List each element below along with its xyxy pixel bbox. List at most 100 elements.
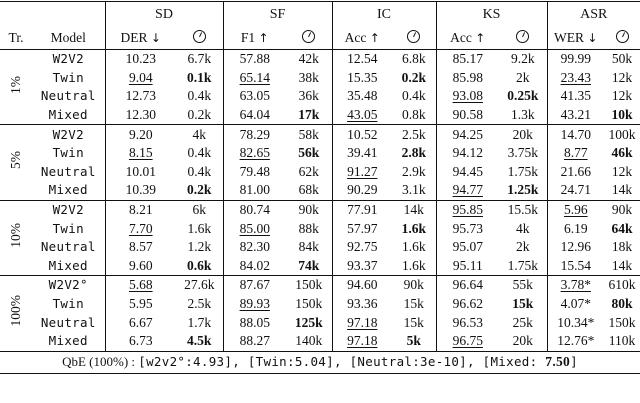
clock-icon xyxy=(302,30,316,43)
cell-text: 1.6k xyxy=(401,239,426,255)
time-value: 90k xyxy=(604,199,640,220)
cell-text: 0.1k xyxy=(187,69,212,85)
cell-text: 93.08 xyxy=(452,88,483,104)
cell-text: 1.6k xyxy=(401,257,426,273)
time-value: 150k xyxy=(604,313,640,332)
cell-text: 1.7k xyxy=(187,314,212,330)
metric-value: 15.35 xyxy=(331,68,393,88)
cell-text: 2.5k xyxy=(187,296,212,312)
cell-text: 2.5k xyxy=(401,126,426,142)
cell-text: 65.14 xyxy=(239,69,270,85)
group-header-sd: SD xyxy=(104,1,223,27)
time-value: 150k xyxy=(286,295,332,314)
table-row: Mixed 10.39 0.2k 81.00 68k 90.29 3.1k 94.77 1.25… xyxy=(0,181,640,201)
cell-text: 4k xyxy=(192,126,207,142)
results-table: SD SF IC KS ASR Tr. Model DER ↓ F1 ↑ Acc ↑… xyxy=(0,1,640,374)
time-value: 2.5k xyxy=(176,295,223,314)
time-header xyxy=(392,27,436,50)
time-value: 3.75k xyxy=(499,144,547,163)
time-value: 62k xyxy=(286,163,332,182)
cell-text: 24.71 xyxy=(560,182,591,198)
cell-text: 6.7k xyxy=(187,51,212,67)
time-value: 1.7k xyxy=(176,313,223,332)
qbe-item-best: 7.50 xyxy=(545,354,571,369)
cell-text: 78.29 xyxy=(239,126,270,142)
metric-value: 95.73 xyxy=(435,219,500,238)
cell-text: 6.67 xyxy=(128,314,153,330)
time-value: 20k xyxy=(499,124,548,144)
metric-value: 81.00 xyxy=(222,181,286,201)
clock-icon xyxy=(615,30,629,43)
metric-value: 7.70 xyxy=(104,219,176,238)
cell-text: 90k xyxy=(298,202,319,218)
metric-value: 94.45 xyxy=(435,162,500,182)
cell-text: 15.5k xyxy=(507,202,538,218)
cell-text: 10k xyxy=(611,107,633,123)
cell-text: 20k xyxy=(512,333,533,349)
model-name: Neutral xyxy=(40,314,96,330)
time-value: 17k xyxy=(286,106,332,125)
cell-text: 0.4k xyxy=(187,145,212,161)
group-header-sf: SF xyxy=(222,1,333,27)
metric-value: 89.93 xyxy=(222,294,286,314)
cell-text: 1.75k xyxy=(507,257,538,273)
cell-text: 7.70 xyxy=(128,220,153,236)
metric-value: 4.07* xyxy=(546,294,605,314)
cell-text: 8.21 xyxy=(128,202,153,218)
model-name: Twin xyxy=(52,296,84,312)
cell-text: 10.52 xyxy=(347,126,378,142)
cell-text: 42k xyxy=(298,51,319,67)
cell-text: 10.39 xyxy=(125,182,156,198)
group-header-ic: IC xyxy=(331,1,437,27)
cell-text: 97.18 xyxy=(347,333,378,349)
table-row: Neutral 12.73 0.4k 63.05 36k 35.48 0.4k 93.08 0.… xyxy=(0,87,640,106)
metric-value: 8.21 xyxy=(104,199,176,220)
cell-text: 90k xyxy=(611,202,633,218)
cell-text: 6.73 xyxy=(128,333,153,349)
metric-value: 57.88 xyxy=(222,48,286,69)
metric-value: 10.23 xyxy=(104,48,176,69)
cell-text: 95.85 xyxy=(452,202,483,218)
model-name: Neutral xyxy=(40,88,96,104)
model-name: Mixed xyxy=(48,107,88,123)
cell-text: 20k xyxy=(512,126,533,142)
cell-text: 14k xyxy=(403,202,424,218)
metric-value: 39.41 xyxy=(331,143,393,163)
metric-value: 82.30 xyxy=(222,237,286,257)
metric-label: DER xyxy=(120,30,148,45)
metric-value: 24.71 xyxy=(546,181,605,201)
time-value: 15k xyxy=(392,313,436,332)
time-header xyxy=(176,27,223,50)
cell-text: 38k xyxy=(298,69,319,85)
time-value: 0.4k xyxy=(176,87,223,106)
cell-text: 88.05 xyxy=(239,314,270,330)
qbe-item: [w2v2°:4.93] xyxy=(138,354,232,369)
time-value: 80k xyxy=(604,295,640,314)
metric-value: 91.27 xyxy=(331,162,393,182)
metric-value: 94.77 xyxy=(435,181,500,201)
metric-value: 12.30 xyxy=(104,105,176,125)
cell-text: 5.96 xyxy=(563,202,588,218)
metric-value: 10.01 xyxy=(104,162,176,182)
cell-text: 21.66 xyxy=(560,163,591,179)
metric-value: 5.95 xyxy=(104,294,176,314)
group-header-ks: KS xyxy=(435,1,548,27)
cell-text: 96.75 xyxy=(452,333,483,349)
training-fraction: 100% xyxy=(0,275,32,351)
cell-text: 6.8k xyxy=(401,51,426,67)
table-row: 10% W2V2 8.21 6k 80.74 90k 77.91 14k 95.85 15.5k 5… xyxy=(0,199,640,276)
cell-text: 0.4k xyxy=(187,88,212,104)
cell-text: 15k xyxy=(403,296,424,312)
cell-text: 8.15 xyxy=(128,145,153,161)
model-name: Neutral xyxy=(40,163,96,179)
cell-text: 43.21 xyxy=(560,107,591,123)
table-row: Mixed 9.60 0.6k 84.02 74k 93.37 1.6k 95.11 1.75k… xyxy=(0,256,640,276)
metric-value: 43.05 xyxy=(331,105,393,125)
cell-text: 12k xyxy=(611,163,633,179)
cell-text: 0.2k xyxy=(187,182,212,198)
metric-value: 92.75 xyxy=(331,237,393,257)
metric-value: 5.68 xyxy=(104,275,176,295)
time-value: 0.8k xyxy=(392,106,436,125)
time-value: 14k xyxy=(392,199,437,220)
